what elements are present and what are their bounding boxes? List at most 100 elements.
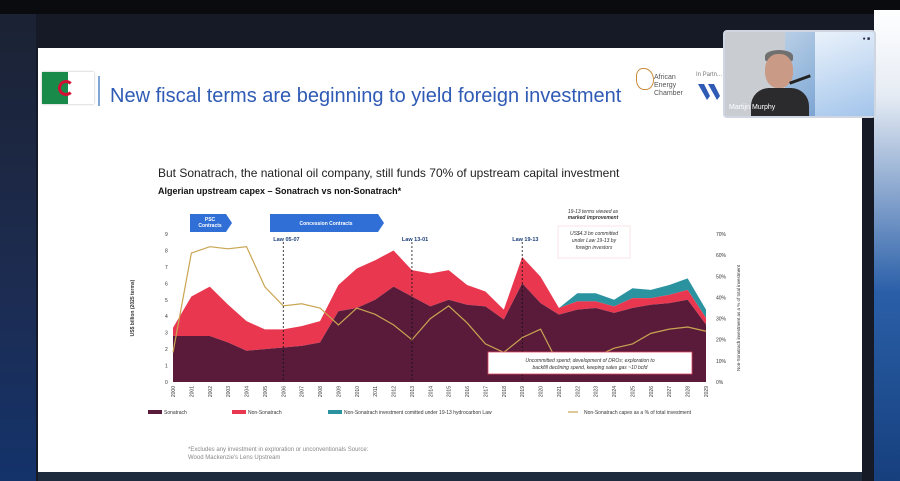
- y-tick-label: 9: [165, 232, 168, 238]
- logo-text-line: Energy: [654, 82, 677, 89]
- participant-name: Martijn Murphy: [729, 104, 776, 111]
- y2-tick-label: 0%: [716, 380, 724, 386]
- x-tick-label: 2000: [171, 386, 177, 397]
- x-tick-label: 2021: [557, 386, 563, 397]
- logo-text-line: African: [654, 74, 676, 81]
- legend-swatch: [148, 410, 162, 414]
- y-tick-label: 3: [165, 331, 168, 337]
- x-tick-label: 2028: [686, 386, 692, 397]
- y-tick-label: 0: [165, 380, 168, 386]
- phase-label: Contracts: [198, 223, 222, 229]
- footnote-line: Wood Mackenzie's Lens Upstream: [188, 455, 281, 461]
- phase-arrow-psc: [190, 214, 232, 232]
- x-tick-label: 2019: [520, 386, 526, 397]
- legend-label: Non-Sonatrach: [248, 410, 282, 416]
- x-tick-label: 2020: [539, 386, 545, 397]
- x-tick-label: 2014: [428, 386, 434, 397]
- x-tick-label: 2003: [226, 386, 232, 397]
- y-tick-label: 1: [165, 364, 168, 370]
- note-text: under Law 19-13 by: [572, 238, 617, 244]
- series-line-percent: [172, 246, 707, 366]
- x-tick-label: 2026: [649, 386, 655, 397]
- x-tick-label: 2008: [318, 386, 324, 397]
- x-tick-label: 2006: [281, 386, 287, 397]
- x-tick-label: 2023: [594, 386, 600, 397]
- note-text: foreign investors: [576, 245, 613, 251]
- y-tick-label: 2: [165, 347, 168, 353]
- y-tick-label: 7: [165, 265, 168, 271]
- x-tick-label: 2029: [704, 386, 710, 397]
- presentation-slide: New fiscal terms are beginning to yield …: [38, 48, 862, 472]
- participant-avatar: [765, 54, 793, 88]
- x-tick-label: 2005: [263, 386, 269, 397]
- x-tick-label: 2012: [392, 386, 398, 397]
- x-tick-label: 2011: [373, 386, 379, 397]
- title-divider: [98, 76, 100, 106]
- x-tick-label: 2024: [612, 386, 618, 397]
- algeria-flag-icon: [42, 72, 94, 104]
- africa-map-icon: [636, 68, 654, 90]
- slide-title: New fiscal terms are beginning to yield …: [110, 85, 622, 107]
- y2-tick-label: 70%: [716, 232, 727, 238]
- slide-subtitle: But Sonatrach, the national oil company,…: [158, 166, 620, 180]
- partner-logo-icon: [698, 84, 720, 100]
- x-tick-label: 2009: [336, 386, 342, 397]
- x-tick-label: 2010: [355, 386, 361, 397]
- footnote: *Excludes any investment in exploration …: [188, 446, 448, 462]
- x-tick-label: 2015: [447, 386, 453, 397]
- y2-tick-label: 50%: [716, 274, 727, 280]
- x-tick-label: 2013: [410, 386, 416, 397]
- legend-label: Non-Sonatrach capex as a % of total inve…: [584, 410, 692, 416]
- slide-bottom-bar: [38, 472, 862, 481]
- y-tick-label: 6: [165, 281, 168, 287]
- window-top-bar: [0, 0, 900, 14]
- note-box: [557, 225, 631, 259]
- background-right: [874, 10, 900, 481]
- note-text: Uncommitted spend; development of DROs; …: [525, 358, 654, 364]
- note-text: 19-13 terms viewed as: [568, 209, 619, 215]
- law-label: Law 05-07: [273, 237, 299, 243]
- x-tick-label: 2007: [300, 386, 306, 397]
- y-tick-label: 8: [165, 248, 168, 254]
- y-axis-title: US$ billion (2025 terms): [130, 279, 136, 336]
- note-text: marked improvement: [568, 215, 619, 221]
- note-text: backfill declining spend, keeping sales …: [533, 365, 648, 371]
- y-tick-label: 4: [165, 314, 168, 320]
- phase-label: PSC: [205, 217, 216, 223]
- x-tick-label: 2027: [667, 386, 673, 397]
- y-tick-label: 5: [165, 298, 168, 304]
- video-status-icon: ● ■: [862, 36, 870, 42]
- logo-text-line: Chamber: [654, 90, 683, 97]
- y2-tick-label: 20%: [716, 338, 727, 344]
- x-tick-label: 2018: [502, 386, 508, 397]
- x-tick-label: 2022: [575, 386, 581, 397]
- y2-tick-label: 30%: [716, 317, 727, 323]
- x-tick-label: 2017: [483, 386, 489, 397]
- note-box: [487, 351, 693, 375]
- phase-label: Concession Contracts: [299, 221, 352, 227]
- phase-arrow-concession: [270, 214, 384, 232]
- x-tick-label: 2025: [630, 386, 636, 397]
- legend-swatch: [328, 410, 342, 414]
- x-tick-label: 2002: [208, 386, 214, 397]
- partner-label: In Partn...: [696, 72, 723, 78]
- background-left: [0, 14, 36, 481]
- series-area-non-sonatrach: [173, 250, 706, 351]
- participant-video-tile[interactable]: ● ■ Martijn Murphy: [723, 30, 876, 118]
- note-text: US$4.3 bn committed: [570, 231, 618, 237]
- footnote-line: *Excludes any investment in exploration …: [188, 447, 369, 453]
- y2-axis-title: Non-Sonatrach investment as a % of total…: [736, 264, 741, 371]
- legend-swatch: [232, 410, 246, 414]
- x-tick-label: 2016: [465, 386, 471, 397]
- y2-tick-label: 40%: [716, 295, 727, 301]
- legend-label: Non-Sonatrach investment comitted under …: [344, 410, 492, 416]
- law-label: Law 19-13: [512, 237, 538, 243]
- capex-chart: 0 1 2 3 4 5 6 7 8 9 0% 10% 20% 30% 40% 50% 60% 70% 2000 200…: [130, 209, 741, 416]
- legend-label: Sonatrach: [164, 410, 187, 416]
- x-tick-label: 2004: [245, 386, 251, 397]
- chart-title: Algerian upstream capex – Sonatrach vs n…: [158, 186, 402, 196]
- x-tick-label: 2001: [189, 386, 195, 397]
- y2-tick-label: 60%: [716, 253, 727, 259]
- y2-tick-label: 10%: [716, 359, 727, 365]
- law-label: Law 13-01: [402, 237, 428, 243]
